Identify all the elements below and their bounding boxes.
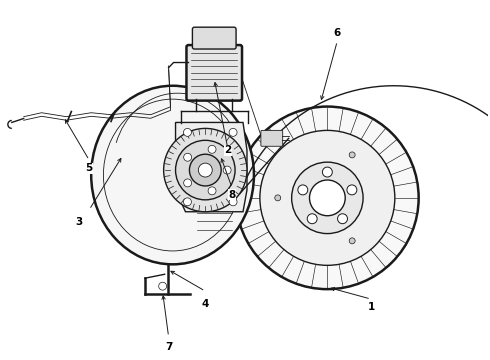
Circle shape <box>322 167 332 177</box>
Circle shape <box>184 179 192 187</box>
Circle shape <box>208 145 216 153</box>
Circle shape <box>184 153 192 161</box>
Circle shape <box>307 214 317 224</box>
Text: 7: 7 <box>165 342 172 352</box>
Circle shape <box>229 129 237 136</box>
Text: 8: 8 <box>228 190 236 200</box>
Circle shape <box>190 154 221 186</box>
Text: 6: 6 <box>334 28 341 38</box>
FancyBboxPatch shape <box>261 130 283 146</box>
Circle shape <box>349 238 355 244</box>
FancyBboxPatch shape <box>193 27 236 49</box>
Circle shape <box>260 130 395 265</box>
Circle shape <box>175 140 235 200</box>
Circle shape <box>183 129 192 136</box>
Text: 2: 2 <box>224 145 232 155</box>
Circle shape <box>159 282 167 290</box>
Circle shape <box>198 163 212 177</box>
FancyBboxPatch shape <box>187 45 242 100</box>
Circle shape <box>229 198 237 206</box>
Circle shape <box>349 152 355 158</box>
Circle shape <box>236 107 418 289</box>
Circle shape <box>310 180 345 216</box>
Text: 5: 5 <box>86 163 93 173</box>
Circle shape <box>338 214 347 224</box>
Ellipse shape <box>91 86 254 264</box>
Circle shape <box>347 185 357 195</box>
Circle shape <box>164 129 247 212</box>
Circle shape <box>298 185 308 195</box>
Circle shape <box>223 166 231 174</box>
Circle shape <box>183 198 192 206</box>
Text: 1: 1 <box>368 302 375 312</box>
Circle shape <box>292 162 363 234</box>
Circle shape <box>275 195 281 201</box>
Polygon shape <box>175 122 247 212</box>
Circle shape <box>208 187 216 195</box>
Text: 4: 4 <box>201 299 209 309</box>
Text: 3: 3 <box>75 217 83 227</box>
